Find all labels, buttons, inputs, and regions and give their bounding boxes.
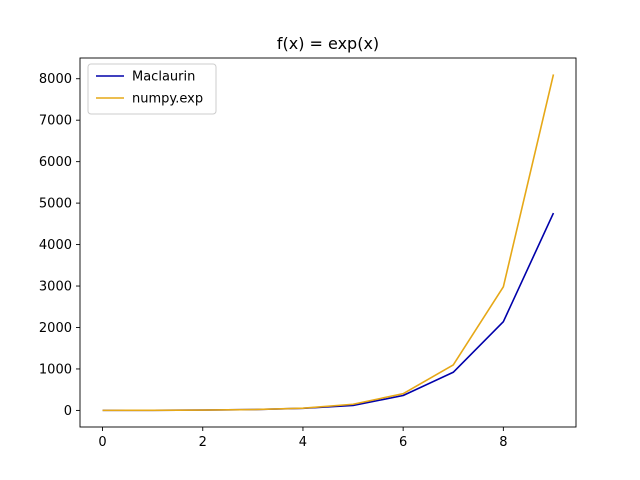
x-tick-label: 6 — [399, 435, 407, 450]
y-tick-label: 4000 — [39, 238, 72, 253]
x-tick-label: 2 — [199, 435, 207, 450]
y-tick-label: 3000 — [39, 280, 72, 295]
legend-label-numpy-exp: numpy.exp — [132, 92, 203, 107]
series-line-numpy-exp — [102, 74, 555, 412]
plot-area: 0 2 4 6 8 0 1000 2000 3000 4000 5000 6000 7000 8000 — [39, 57, 577, 450]
y-tick-label: 7000 — [39, 114, 72, 129]
x-tick-label: 8 — [499, 435, 507, 450]
chart-title: f(x) = exp(x) — [277, 34, 379, 53]
y-tick-label: 6000 — [39, 155, 72, 170]
y-tick-label: 2000 — [39, 321, 72, 336]
x-tick-label: 0 — [98, 435, 106, 450]
y-tick-label: 1000 — [39, 362, 72, 377]
x-tick-label: 4 — [299, 435, 307, 450]
legend-label-maclaurin: Maclaurin — [132, 70, 195, 85]
legend: Maclaurin numpy.exp — [87, 63, 217, 115]
series-line-maclaurin — [102, 212, 555, 412]
axes-frame — [79, 57, 577, 428]
y-tick-label: 5000 — [39, 197, 72, 212]
y-tick-label: 8000 — [39, 72, 72, 87]
y-tick-label: 0 — [64, 404, 72, 419]
